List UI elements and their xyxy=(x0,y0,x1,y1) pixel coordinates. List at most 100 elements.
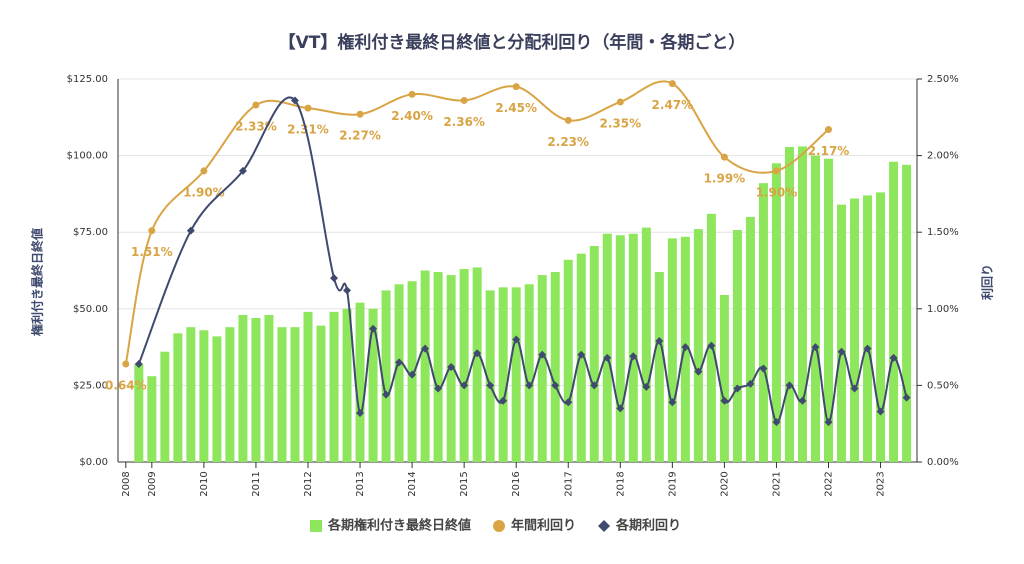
bar xyxy=(355,302,365,462)
data-label: 2.45% xyxy=(495,101,537,115)
point xyxy=(642,382,651,391)
bar xyxy=(641,227,651,462)
data-label: 1.51% xyxy=(131,245,173,259)
bar xyxy=(420,270,430,462)
y-tick-label: $100.00 xyxy=(67,151,108,162)
chart-title: 【VT】権利付き最終日終値と分配利回り（年間・各期ごと） xyxy=(279,32,746,53)
bar xyxy=(837,204,847,462)
y-tick-label: $0.00 xyxy=(79,457,108,468)
bar xyxy=(863,195,873,462)
bar xyxy=(459,268,469,462)
y2-tick-label: 1.50% xyxy=(927,227,959,238)
bar xyxy=(810,155,820,462)
point xyxy=(512,335,521,344)
bar xyxy=(667,238,677,462)
bar xyxy=(889,161,899,462)
point xyxy=(200,167,208,175)
bar xyxy=(654,272,664,462)
bar xyxy=(342,308,352,462)
point xyxy=(603,353,612,362)
legend-label: 各期利回り xyxy=(615,518,681,534)
bar xyxy=(563,259,573,462)
x-tick-label: 2012 xyxy=(303,471,314,496)
point xyxy=(668,80,676,88)
point xyxy=(356,408,365,417)
point xyxy=(590,381,599,390)
bar xyxy=(160,351,170,462)
point xyxy=(525,381,534,390)
bar xyxy=(902,164,912,463)
point xyxy=(486,381,495,390)
point xyxy=(369,324,378,333)
x-tick-label: 2023 xyxy=(876,471,887,496)
point xyxy=(551,381,560,390)
x-tick-label: 2009 xyxy=(147,471,158,496)
point xyxy=(304,104,312,112)
bar xyxy=(329,311,339,462)
x-tick-label: 2017 xyxy=(563,471,574,496)
point xyxy=(707,341,716,350)
y-tick-label: $125.00 xyxy=(67,74,108,85)
bar xyxy=(745,216,755,462)
bar xyxy=(225,327,235,462)
data-label: 2.33% xyxy=(235,120,277,134)
bar xyxy=(732,230,742,462)
point xyxy=(785,381,794,390)
data-label: 2.40% xyxy=(391,109,433,123)
y-tick-label: $50.00 xyxy=(73,304,108,315)
bar xyxy=(511,287,521,462)
y-axis-title: 権利付き最終日終値 xyxy=(30,228,45,336)
bar xyxy=(433,272,443,462)
legend-item: 年間利回り xyxy=(493,518,576,534)
x-tick-label: 2020 xyxy=(719,471,730,496)
x-tick-label: 2018 xyxy=(615,471,626,496)
point xyxy=(772,418,781,427)
bar xyxy=(238,314,248,462)
point xyxy=(382,390,391,399)
x-tick-label: 2010 xyxy=(199,471,210,496)
point xyxy=(499,396,508,405)
bar xyxy=(550,272,560,462)
point xyxy=(577,350,586,359)
bar xyxy=(186,327,196,462)
point xyxy=(889,353,898,362)
bar xyxy=(251,317,261,462)
point xyxy=(694,367,703,376)
point xyxy=(824,418,833,427)
bar xyxy=(537,275,547,462)
data-label: 2.35% xyxy=(599,116,641,130)
legend-item: 各期権利付き最終日終値 xyxy=(310,518,471,534)
data-label: 2.36% xyxy=(443,115,485,129)
point xyxy=(122,360,130,368)
point xyxy=(837,347,846,356)
bar xyxy=(264,314,274,462)
point xyxy=(759,364,768,373)
point xyxy=(902,393,911,402)
point xyxy=(825,126,833,134)
bar xyxy=(628,233,638,462)
point xyxy=(290,96,299,105)
point xyxy=(876,407,885,416)
bar xyxy=(173,333,183,462)
bar xyxy=(524,284,534,462)
bar xyxy=(316,325,326,462)
data-label: 1.99% xyxy=(704,172,746,186)
point xyxy=(668,398,677,407)
point xyxy=(186,226,195,235)
point xyxy=(733,384,742,393)
point xyxy=(720,153,728,161)
legend-swatch xyxy=(310,520,322,532)
point xyxy=(616,98,624,106)
data-label: 2.31% xyxy=(287,123,329,137)
bar xyxy=(134,363,144,462)
y2-tick-label: 0.00% xyxy=(927,457,959,468)
bar xyxy=(212,336,222,462)
point xyxy=(408,370,417,379)
point xyxy=(720,396,729,405)
bar xyxy=(797,146,807,462)
point xyxy=(564,398,573,407)
data-label: 2.23% xyxy=(547,135,589,149)
bar xyxy=(485,290,495,462)
